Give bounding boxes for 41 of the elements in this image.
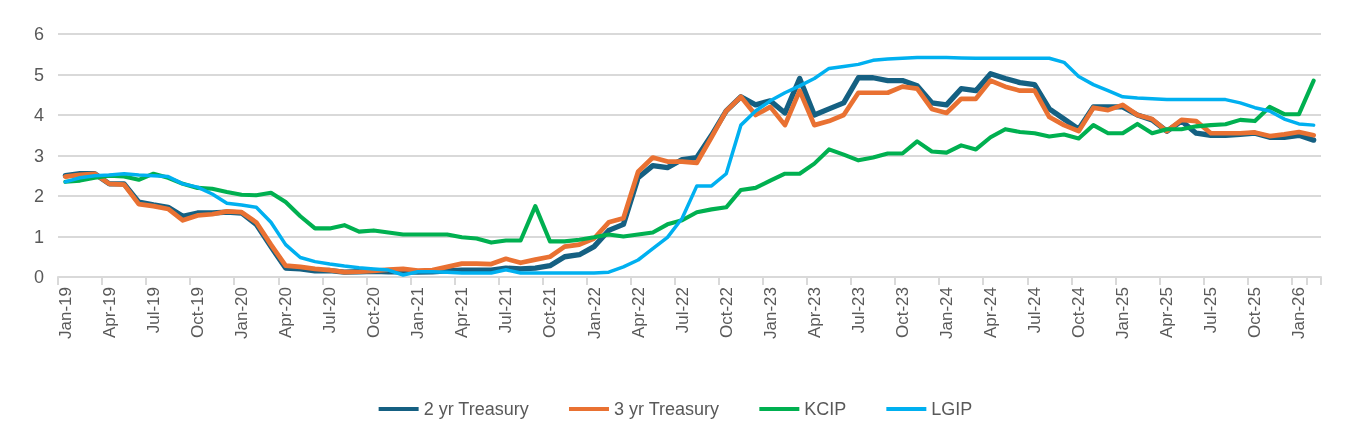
y-tick-label: 4	[33, 105, 44, 125]
y-tick-label: 1	[33, 226, 44, 247]
x-tick-label: Jan-26	[1289, 287, 1309, 339]
x-tick-label: Jul-24	[1025, 287, 1045, 334]
legend-label: 3 yr Treasury	[613, 399, 720, 419]
y-tick-label: 0	[33, 267, 44, 287]
x-tick-label: Apr-20	[276, 287, 296, 339]
x-tick-label: Jul-23	[848, 287, 868, 334]
x-tick-label: Apr-24	[981, 287, 1001, 339]
x-tick-label: Jan-20	[232, 287, 252, 339]
x-tick-label: Jul-19	[143, 287, 163, 334]
x-tick-label: Oct-19	[188, 287, 208, 339]
y-tick-label: 2	[33, 186, 44, 206]
x-tick-label: Jul-22	[672, 287, 692, 334]
x-tick-label: Jan-23	[760, 287, 780, 339]
x-tick-label: Jul-20	[320, 287, 340, 334]
x-tick-label: Oct-24	[1069, 287, 1089, 339]
x-tick-label: Jan-19	[55, 287, 75, 339]
x-tick-label: Oct-25	[1245, 287, 1265, 339]
x-tick-label: Oct-22	[716, 287, 736, 339]
legend-label: LGIP	[931, 399, 973, 419]
x-tick-label: Apr-23	[804, 287, 824, 339]
legend-label: KCIP	[804, 399, 847, 419]
x-tick-label: Apr-22	[628, 287, 648, 339]
x-tick-label: Jul-25	[1201, 287, 1221, 334]
x-tick-label: Oct-21	[540, 287, 560, 339]
x-tick-label: Jan-22	[584, 287, 604, 339]
line-series	[63, 78, 1316, 245]
x-tick-label: Oct-20	[364, 287, 384, 339]
x-tick-label: Oct-23	[892, 287, 912, 339]
x-tick-label: Apr-21	[452, 287, 472, 339]
y-tick-label: 3	[33, 145, 44, 166]
x-tick-label: Apr-19	[99, 287, 119, 339]
y-tick-label: 5	[33, 64, 44, 85]
legend-label: 2 yr Treasury	[423, 399, 529, 419]
x-tick-label: Jan-25	[1113, 287, 1133, 339]
x-tick-label: Apr-25	[1157, 287, 1177, 339]
x-tick-label: Jul-21	[496, 287, 516, 334]
y-tick-label: 6	[33, 24, 44, 44]
x-tick-label: Jan-24	[937, 287, 957, 339]
x-tick-label: Jan-21	[408, 287, 428, 339]
